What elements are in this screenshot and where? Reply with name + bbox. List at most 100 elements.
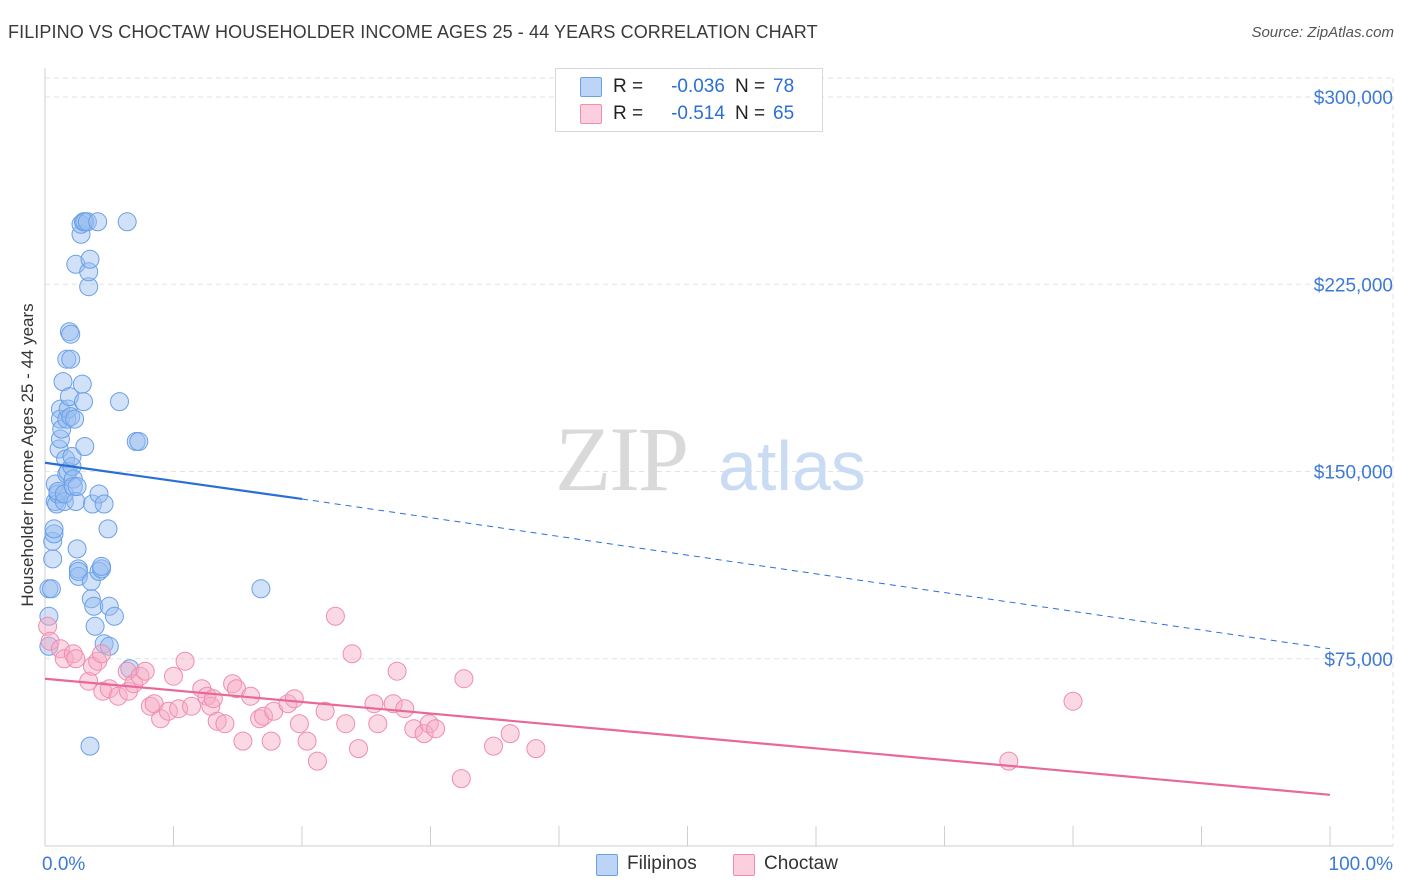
choctaw-point	[484, 736, 503, 756]
filipinos-point	[110, 392, 129, 412]
choctaw-point	[426, 719, 446, 739]
choctaw-point	[223, 674, 243, 694]
choctaw-point	[1063, 691, 1083, 711]
choctaw-point	[50, 639, 70, 659]
filipinos-point	[44, 519, 64, 539]
filipinos-trend-line	[44, 461, 303, 501]
choctaw-point	[63, 644, 83, 664]
choctaw-point	[175, 651, 195, 671]
choctaw-point	[182, 696, 201, 716]
r-label: R =	[613, 103, 644, 124]
choctaw-point	[349, 739, 368, 759]
choctaw-point	[254, 706, 273, 726]
filipinos-point	[81, 571, 101, 591]
n-label: N =	[735, 103, 766, 124]
choctaw-point	[66, 649, 86, 669]
y-tick-label: $75,000	[1324, 650, 1393, 671]
filipinos-point	[104, 606, 124, 626]
filipinos-point	[57, 349, 77, 369]
choctaw-point	[38, 616, 58, 636]
filipinos-point	[99, 636, 119, 656]
watermark-zip: ZIP	[555, 408, 687, 510]
choctaw-point	[135, 661, 155, 681]
filipinos-point	[117, 212, 137, 232]
choctaw-point	[92, 644, 111, 664]
filipinos-point	[61, 349, 81, 369]
x-tick-label: 100.0%	[1329, 854, 1394, 875]
y-tick-label: $300,000	[1314, 88, 1393, 109]
filipinos-point	[79, 277, 99, 297]
chart-title: FILIPINO VS CHOCTAW HOUSEHOLDER INCOME A…	[8, 22, 818, 42]
filipinos-point	[88, 212, 108, 232]
choctaw-point	[307, 751, 327, 771]
y-tick-label: $225,000	[1314, 275, 1393, 296]
filipinos-point	[129, 432, 149, 451]
filipinos-point	[61, 324, 81, 344]
choctaw-point	[297, 731, 317, 751]
choctaw-swatch	[733, 854, 755, 876]
choctaw-point	[342, 644, 362, 664]
filipinos-point	[43, 549, 63, 569]
filipinos-point	[83, 494, 102, 514]
choctaw-point	[500, 724, 520, 744]
filipinos-point	[251, 579, 271, 599]
filipinos-point	[80, 249, 100, 269]
filipinos-point	[77, 212, 97, 232]
n-value: 78	[773, 76, 795, 97]
choctaw-point	[325, 606, 345, 626]
filipinos-point	[54, 492, 74, 511]
choctaw-point	[414, 724, 434, 744]
choctaw-point	[368, 714, 388, 734]
choctaw-point	[336, 714, 356, 734]
filipinos-points	[39, 212, 271, 756]
choctaw-point	[387, 661, 407, 681]
r-value: -0.036	[671, 76, 725, 97]
filipinos-point	[67, 539, 87, 559]
choctaw-trend-line	[44, 677, 1331, 796]
choctaw-swatch	[580, 104, 602, 124]
choctaw-point	[395, 699, 415, 719]
choctaw-point	[419, 714, 439, 734]
choctaw-points	[38, 606, 1083, 789]
choctaw-point	[130, 666, 150, 686]
filipinos-point	[67, 477, 87, 496]
choctaw-point	[233, 731, 253, 751]
y-tick-labels: $75,000 $150,000 $225,000 $300,000	[1314, 88, 1393, 671]
choctaw-point	[261, 731, 281, 751]
watermark: ZIP atlas	[555, 408, 866, 510]
filipinos-swatch	[580, 77, 602, 97]
choctaw-point	[289, 714, 309, 734]
filipinos-point	[89, 484, 109, 504]
filipinos-point	[44, 524, 64, 544]
filipinos-point	[41, 579, 61, 599]
choctaw-point	[404, 719, 424, 739]
filipinos-trend-extension	[301, 498, 1331, 650]
choctaw-point	[454, 669, 474, 689]
filipinos-point	[65, 409, 85, 429]
choctaw-point	[215, 714, 235, 734]
choctaw-point	[54, 649, 74, 669]
x-tick-label: 0.0%	[42, 854, 85, 875]
trend-lines	[44, 461, 1331, 796]
choctaw-point	[526, 739, 546, 759]
choctaw-point	[383, 694, 403, 714]
filipinos-point	[71, 224, 91, 244]
filipinos-point	[81, 589, 101, 609]
filipinos-point	[98, 519, 118, 539]
series-legend: Filipinos Choctaw	[0, 852, 1406, 878]
filipinos-point	[80, 736, 100, 756]
filipinos-point	[66, 492, 86, 511]
filipinos-point	[74, 392, 93, 412]
filipinos-point	[120, 659, 140, 679]
x-tick-labels: 0.0% 100.0%	[42, 854, 1393, 875]
choctaw-point	[40, 631, 60, 651]
r-label: R =	[613, 76, 644, 97]
choctaw-point	[207, 711, 227, 731]
filipinos-point	[84, 596, 104, 616]
filipinos-swatch	[596, 854, 618, 876]
filipinos-point	[94, 494, 114, 514]
correlation-legend: R = -0.036 N = 78 R = -0.514 N = 65	[555, 68, 823, 132]
y-tick-label: $150,000	[1314, 463, 1393, 484]
choctaw-point	[151, 709, 171, 729]
